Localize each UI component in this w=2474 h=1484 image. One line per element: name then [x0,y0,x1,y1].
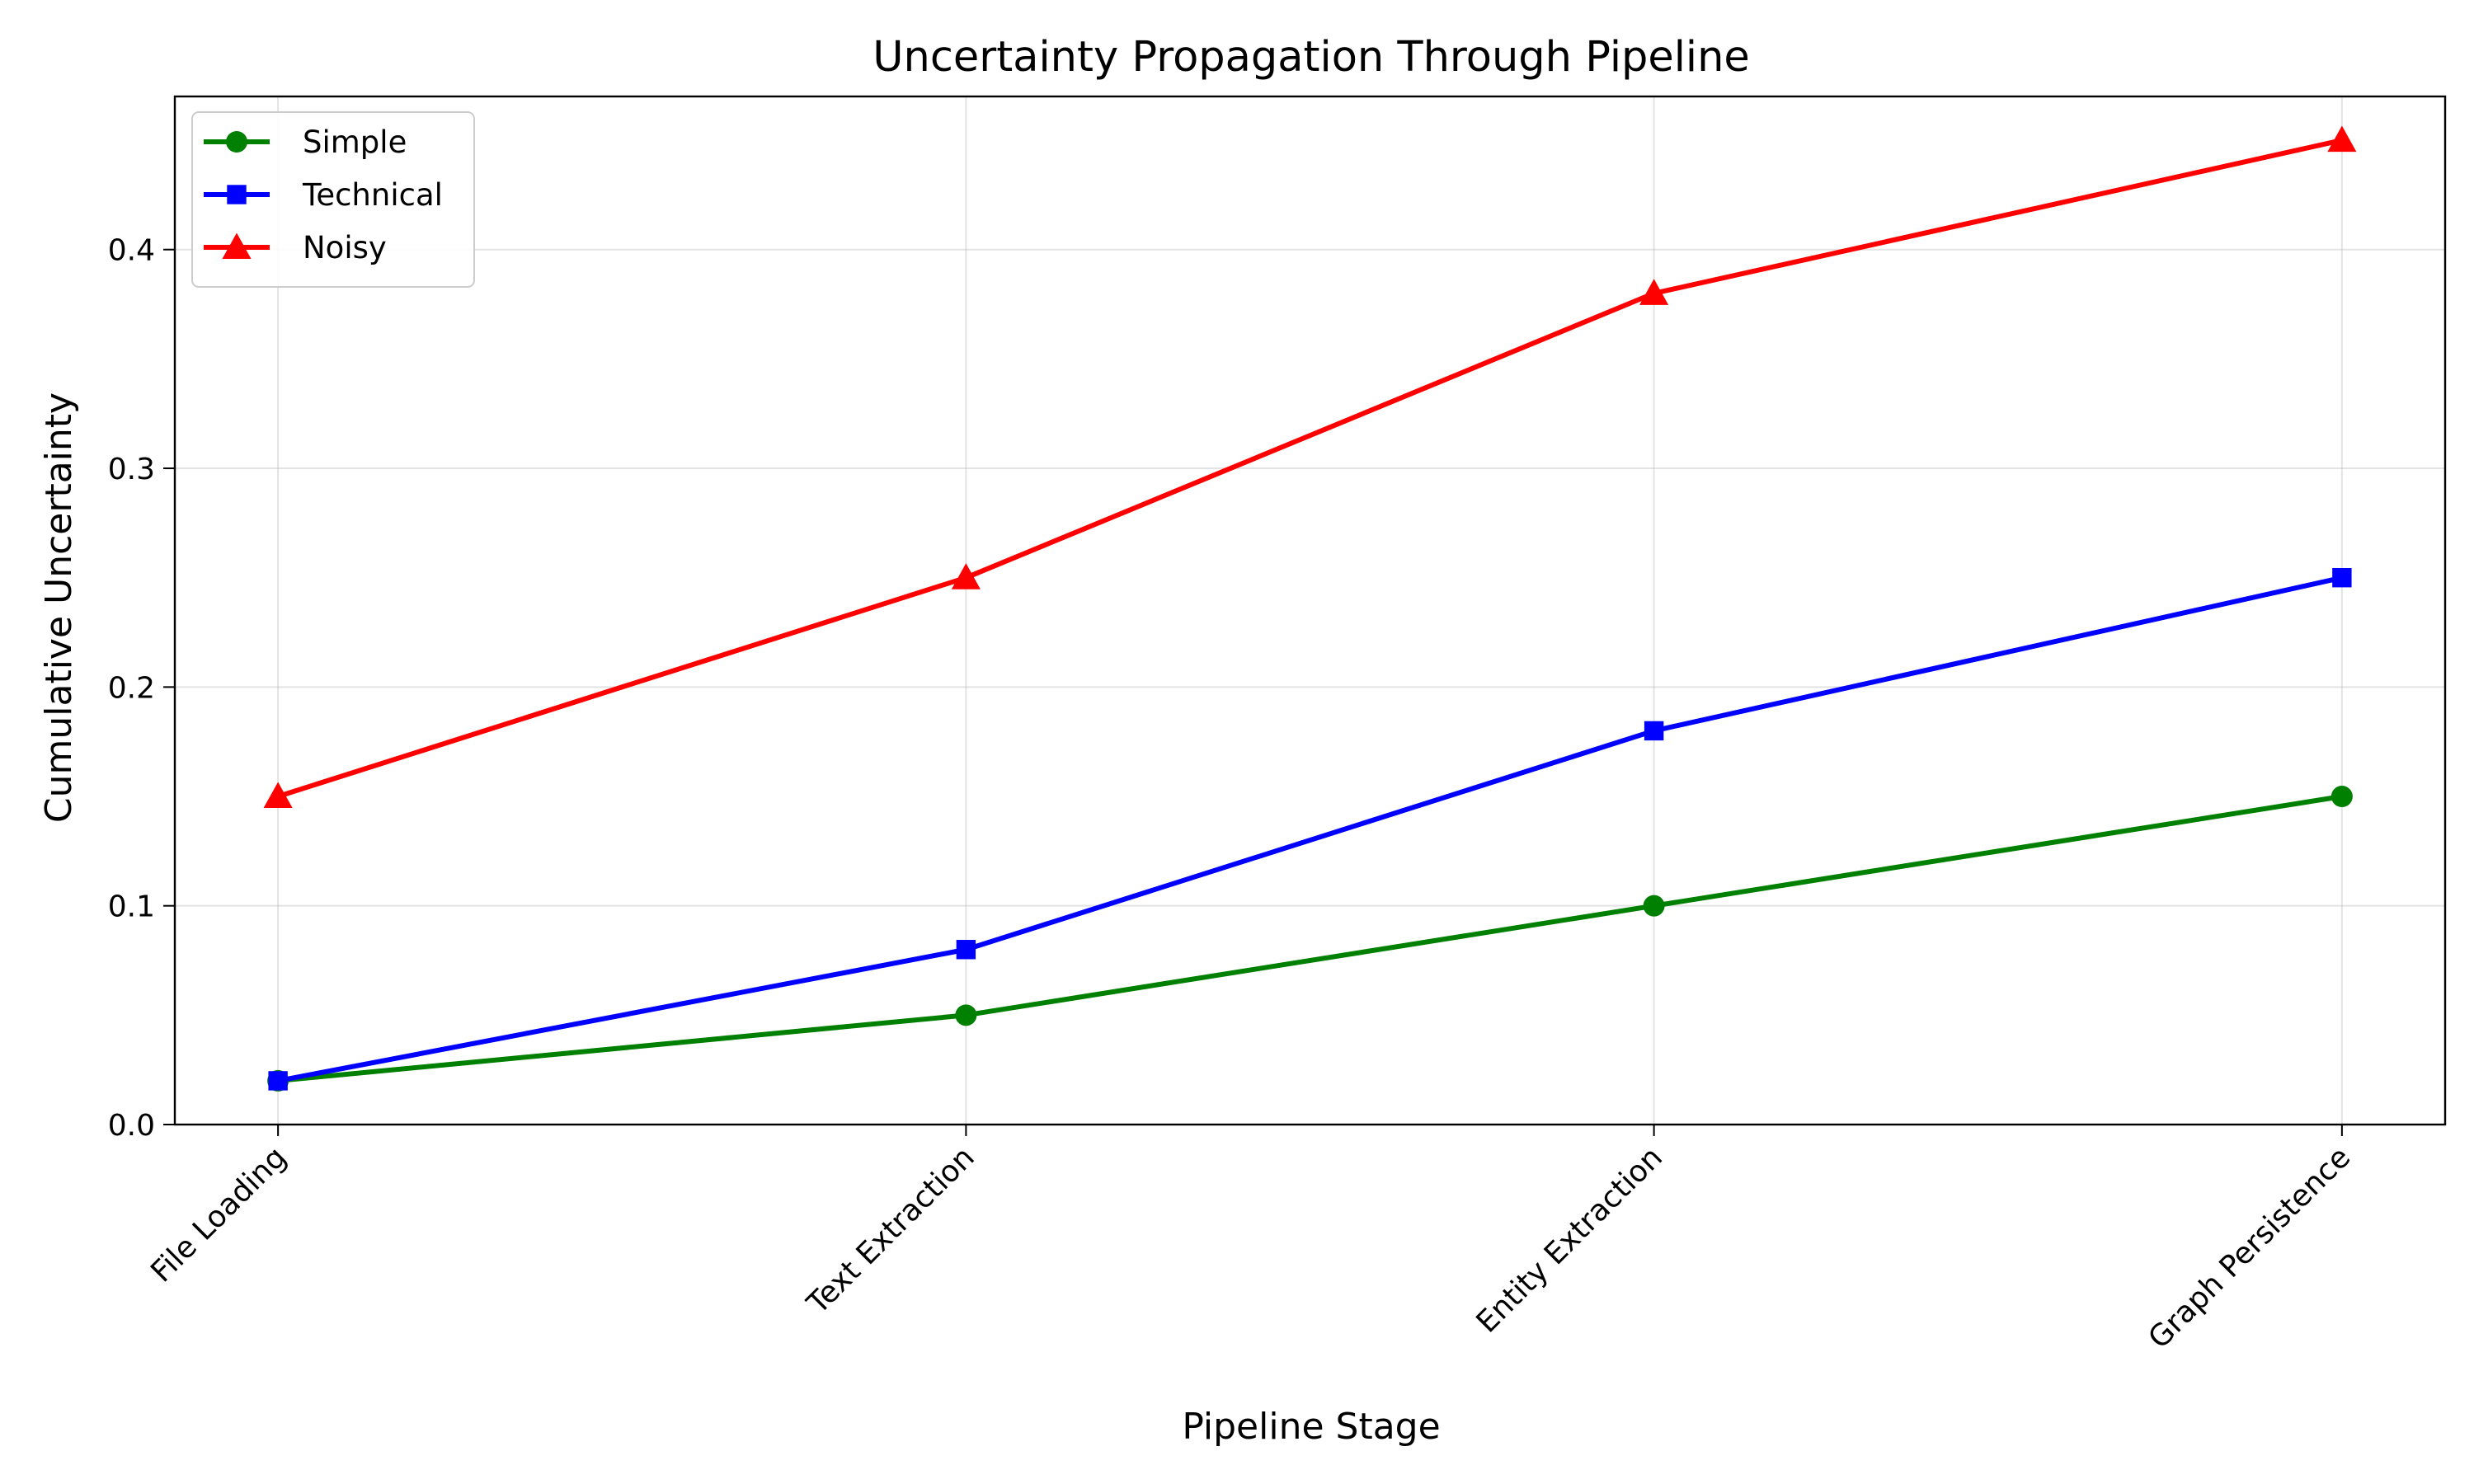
chart-title: Uncertainty Propagation Through Pipeline [872,33,1750,82]
y-tick-label: 0.0 [108,1109,155,1143]
series-line [275,575,2345,1083]
y-tick-label: 0.4 [108,234,155,268]
legend-entry: Simple [204,124,407,160]
y-tick-label: 0.2 [108,671,155,705]
y-tick-label: 0.1 [108,890,155,924]
data-point [1639,279,1669,305]
y-tick-label: 0.3 [108,453,155,486]
series-line [275,138,2345,800]
legend-label: Simple [303,124,407,160]
series-technical [268,568,2352,1091]
legend-marker [227,185,247,204]
legend-marker [226,131,247,153]
data-point [263,782,293,809]
series-lines [263,125,2357,1092]
legend-label: Technical [302,177,443,213]
legend-entry: Noisy [204,230,387,265]
series-line [275,794,2345,1083]
data-point [2327,125,2357,153]
legend-box [191,111,475,288]
data-point [268,1071,288,1091]
data-point [1643,895,1665,917]
legend: Simple Technical Noisy [191,111,475,288]
data-point [955,1004,977,1026]
grid [175,96,2445,1125]
data-point [956,940,976,960]
data-point [2331,786,2353,808]
plot-area-frame [173,95,2447,1126]
legend-entry: Technical [204,177,443,213]
legend-marker [222,232,252,260]
data-point [2332,568,2352,588]
data-point [951,563,981,589]
data-point [1644,721,1664,741]
legend-label: Noisy [303,230,387,265]
x-axis-label: Pipeline Stage [1182,1406,1440,1448]
series-noisy [263,125,2357,809]
y-axis-label: Cumulative Uncertainty [38,392,80,823]
